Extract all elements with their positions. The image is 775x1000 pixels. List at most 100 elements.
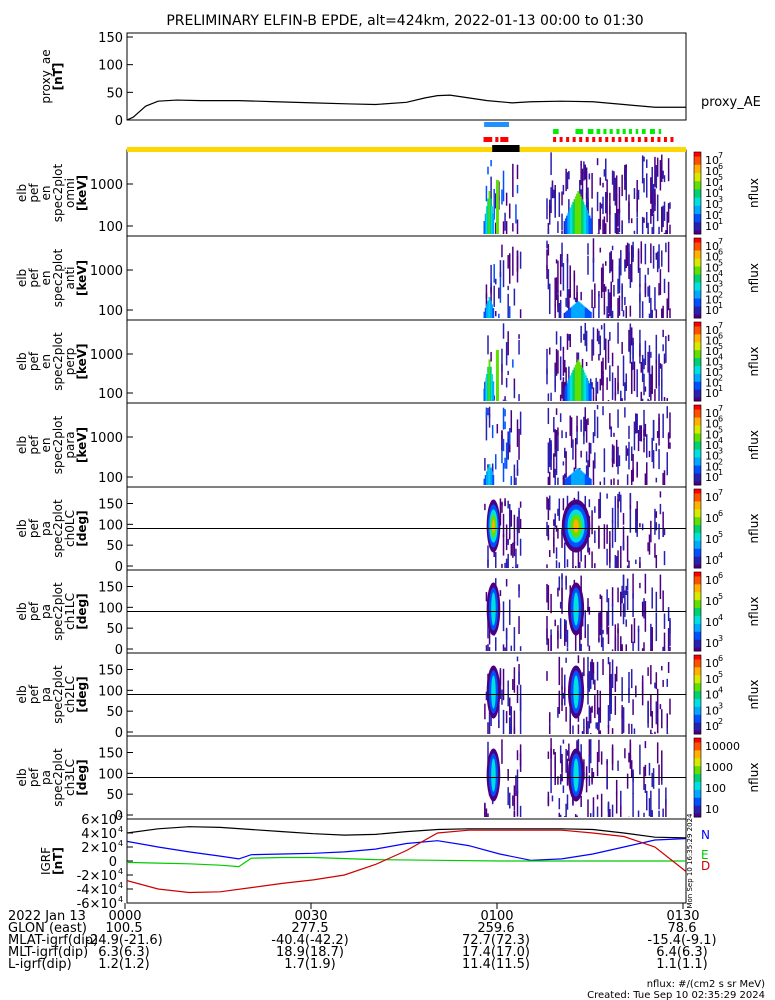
spectrogram-blob <box>486 471 489 485</box>
spectrogram-pixel <box>592 258 595 282</box>
spectrogram-pixel <box>505 192 508 206</box>
spectrogram-pixel <box>659 269 662 295</box>
spectrogram-pixel <box>574 297 577 303</box>
spectrogram-pixel <box>557 294 559 313</box>
colorbar-step <box>694 276 701 279</box>
spectrogram-pixel <box>663 551 666 566</box>
spectrogram-pixel <box>599 335 602 356</box>
spectrogram-pixel <box>485 185 488 202</box>
spectrogram-blob <box>490 374 493 401</box>
spectrogram-pixel <box>589 813 592 817</box>
spectrogram-pixel <box>512 246 514 276</box>
spectrogram-pixel <box>655 443 658 452</box>
spectrogram-pixel <box>507 293 509 318</box>
spectrogram-pixel <box>663 175 666 183</box>
spectrogram-pixel <box>518 334 520 339</box>
spectrogram-pixel <box>602 659 604 676</box>
colorbar-step <box>694 645 701 648</box>
spectrogram-pixel <box>550 593 552 614</box>
colorbar-step <box>694 170 701 173</box>
spectrogram-pixel <box>633 361 636 392</box>
colorbar-step <box>694 282 701 285</box>
colorbar-step <box>694 757 701 761</box>
footer-cell: 1.2(1.2) <box>98 957 150 972</box>
spectrogram-pixel <box>490 351 492 362</box>
colorbar-step <box>694 238 701 241</box>
spectrogram-pixel <box>658 375 660 401</box>
colorbar-step <box>694 716 701 719</box>
spectrogram-pixel <box>559 290 562 297</box>
ytick-label: 50 <box>106 539 123 554</box>
footer-cell: -40.4(-42.2) <box>271 933 348 948</box>
ytick-label: 1000 <box>90 348 123 363</box>
spectrogram-pixel <box>596 794 599 800</box>
igrf-ytick-exponent: 4 <box>118 825 123 834</box>
spectrogram-pixel <box>505 558 508 568</box>
spectrogram-pixel <box>579 620 581 649</box>
spectrogram-pixel <box>561 529 563 536</box>
colorbar-step <box>694 439 701 442</box>
spectrogram-pixel <box>485 808 488 817</box>
colorbar-tick-exponent: 2 <box>718 290 723 299</box>
colorbar-step <box>694 154 701 157</box>
spectrogram-pixel <box>484 703 486 720</box>
spectrogram-pixel <box>607 725 610 734</box>
spectrogram-pixel <box>610 307 612 318</box>
ytick-label: 1000 <box>90 178 123 193</box>
spectrogram-pixel <box>662 413 664 438</box>
spectrogram-pixel <box>564 359 566 373</box>
spectrogram-pixel <box>669 442 671 449</box>
spectrogram-pixel <box>666 220 668 234</box>
igrf-ytick-exponent: 4 <box>118 895 123 904</box>
spectrogram-pixel <box>574 814 577 817</box>
colorbar-tick-exponent: 1 <box>718 301 723 310</box>
spectrogram-pixel <box>546 496 548 510</box>
spectrogram-blob <box>569 474 572 485</box>
spectrogram-pixel <box>618 186 621 214</box>
spectrogram-pixel <box>555 429 558 452</box>
spectrogram-pixel <box>652 213 655 234</box>
spectrogram-blob <box>564 478 567 485</box>
spectrogram-pixel <box>605 261 607 266</box>
spectrogram-pixel <box>606 589 608 603</box>
ytick-label: 100 <box>98 387 123 402</box>
spectrogram-pixel <box>641 523 644 531</box>
spectrogram-pixel <box>504 647 506 651</box>
colorbar-step <box>694 496 701 500</box>
spectrogram-pixel <box>583 416 585 445</box>
spectrogram-pixel <box>598 525 600 548</box>
colorbar-step <box>694 383 701 386</box>
spectrogram-pixel <box>640 425 643 442</box>
colorbar-step <box>694 152 701 155</box>
spectrogram-pixel <box>648 450 651 458</box>
spectrogram-pixel <box>495 222 497 234</box>
colorbar-step <box>694 749 701 753</box>
spectrogram-pixel <box>512 795 514 806</box>
spectrogram-pixel <box>658 523 660 540</box>
spectrogram-pixel <box>611 170 614 185</box>
colorbar-step <box>694 182 701 186</box>
spectrogram-pixel <box>617 628 619 634</box>
colorbar-tick-label: 10 <box>705 704 719 717</box>
colorbar-step <box>694 619 701 622</box>
spectrogram-pixel <box>617 298 619 318</box>
spectrogram-pixel <box>651 309 653 318</box>
spectrogram-pixel <box>558 690 561 714</box>
spectrogram-pixel <box>502 407 505 430</box>
colorbar-step <box>694 373 701 376</box>
spectrogram-pixel <box>652 419 655 441</box>
spectrogram-pixel <box>592 797 595 817</box>
spectrogram-blob <box>584 474 587 485</box>
spectrogram-pixel <box>591 173 593 199</box>
proxy-ae-ytick-label: 0 <box>115 114 123 129</box>
spectrogram-pixel <box>505 579 508 587</box>
spectrogram-pixel <box>510 410 513 433</box>
spectrogram-pixel <box>600 203 603 209</box>
colorbar-step <box>694 292 701 295</box>
spectrogram-pixel <box>599 247 602 253</box>
spectrogram-pixel <box>505 627 508 651</box>
spectrogram-pixel <box>610 250 612 272</box>
spectrogram-pixel <box>632 699 634 715</box>
spectrogram-pixel <box>644 243 647 265</box>
